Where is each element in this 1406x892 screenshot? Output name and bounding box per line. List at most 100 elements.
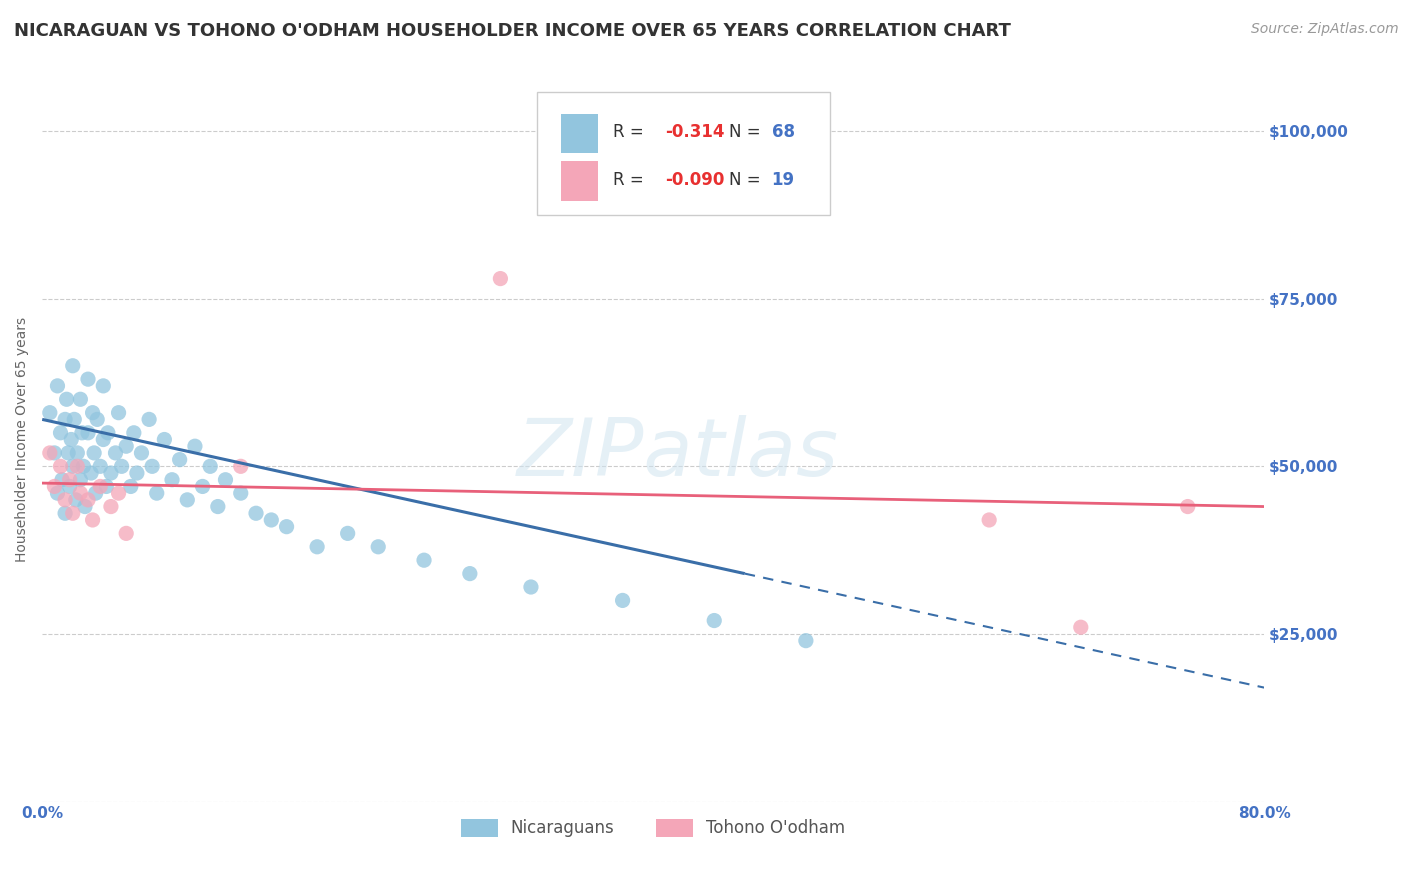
Point — [97, 425, 120, 440]
Point — [115, 526, 138, 541]
Text: ZIPatlas: ZIPatlas — [516, 415, 838, 493]
Point — [69, 486, 91, 500]
Point — [44, 446, 66, 460]
Point — [91, 433, 114, 447]
Point — [131, 446, 153, 460]
Point — [72, 459, 94, 474]
Point — [145, 486, 167, 500]
Text: N =: N = — [728, 123, 766, 141]
Point — [141, 459, 163, 474]
Point — [53, 506, 76, 520]
Point — [1177, 500, 1199, 514]
Point — [53, 412, 76, 426]
Point — [489, 271, 512, 285]
Text: 68: 68 — [772, 123, 794, 141]
FancyBboxPatch shape — [561, 113, 598, 153]
FancyBboxPatch shape — [561, 161, 598, 201]
Point — [38, 406, 60, 420]
Text: Source: ZipAtlas.com: Source: ZipAtlas.com — [1251, 22, 1399, 37]
Point — [62, 359, 84, 373]
Point — [191, 479, 214, 493]
Point — [122, 425, 145, 440]
Point — [336, 526, 359, 541]
Point — [66, 459, 89, 474]
Text: N =: N = — [728, 171, 766, 189]
Point — [77, 425, 100, 440]
Point — [200, 459, 222, 474]
Point — [100, 466, 122, 480]
Text: NICARAGUAN VS TOHONO O'ODHAM HOUSEHOLDER INCOME OVER 65 YEARS CORRELATION CHART: NICARAGUAN VS TOHONO O'ODHAM HOUSEHOLDER… — [14, 22, 1011, 40]
Point — [104, 446, 127, 460]
Point — [153, 433, 176, 447]
Point — [91, 379, 114, 393]
Text: 19: 19 — [772, 171, 794, 189]
Point — [66, 446, 89, 460]
Point — [84, 486, 107, 500]
Legend: Nicaraguans, Tohono O'odham: Nicaraguans, Tohono O'odham — [454, 812, 852, 844]
Point — [86, 412, 108, 426]
Y-axis label: Householder Income Over 65 years: Householder Income Over 65 years — [15, 317, 30, 562]
Point — [59, 473, 82, 487]
Point — [245, 506, 267, 520]
Point — [89, 459, 111, 474]
Text: R =: R = — [613, 123, 648, 141]
Point — [120, 479, 142, 493]
Point — [38, 446, 60, 460]
Point — [176, 492, 198, 507]
Point — [260, 513, 283, 527]
Point — [612, 593, 634, 607]
Point — [46, 486, 69, 500]
Point — [83, 446, 105, 460]
Point — [160, 473, 183, 487]
Point — [169, 452, 191, 467]
Point — [100, 500, 122, 514]
Point — [70, 425, 93, 440]
Point — [794, 633, 817, 648]
Point — [979, 513, 1001, 527]
Point — [51, 473, 73, 487]
Point — [307, 540, 329, 554]
Point — [59, 479, 82, 493]
Point — [1070, 620, 1092, 634]
Point — [69, 392, 91, 407]
Point — [73, 500, 96, 514]
Point — [62, 506, 84, 520]
Point — [60, 433, 83, 447]
Point — [458, 566, 481, 581]
Point — [276, 519, 298, 533]
Point — [77, 372, 100, 386]
Point — [89, 479, 111, 493]
Point — [125, 466, 148, 480]
Point — [214, 473, 236, 487]
Point — [46, 379, 69, 393]
Point — [53, 492, 76, 507]
FancyBboxPatch shape — [537, 92, 831, 215]
Point — [82, 513, 104, 527]
Point — [44, 479, 66, 493]
Point — [229, 459, 252, 474]
Point — [184, 439, 207, 453]
Point — [413, 553, 436, 567]
Point — [80, 466, 103, 480]
Point — [65, 492, 87, 507]
Point — [82, 406, 104, 420]
Point — [63, 412, 86, 426]
Point — [520, 580, 543, 594]
Point — [56, 446, 79, 460]
Text: -0.314: -0.314 — [665, 123, 725, 141]
Point — [77, 492, 100, 507]
Text: -0.090: -0.090 — [665, 171, 724, 189]
Point — [96, 479, 118, 493]
Point — [207, 500, 229, 514]
Point — [69, 473, 91, 487]
Point — [62, 459, 84, 474]
Point — [107, 406, 129, 420]
Point — [367, 540, 389, 554]
Point — [229, 486, 252, 500]
Point — [115, 439, 138, 453]
Text: R =: R = — [613, 171, 648, 189]
Point — [55, 392, 77, 407]
Point — [703, 614, 725, 628]
Point — [138, 412, 160, 426]
Point — [49, 425, 72, 440]
